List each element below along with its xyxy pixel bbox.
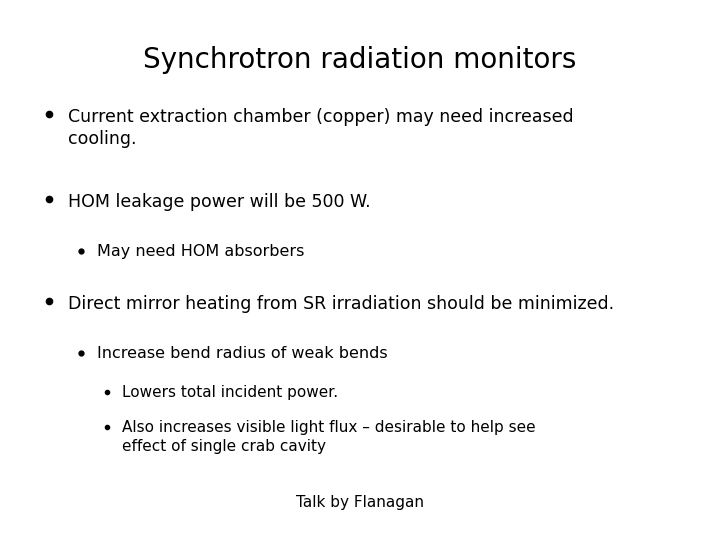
Text: Increase bend radius of weak bends: Increase bend radius of weak bends xyxy=(97,346,388,361)
Text: May need HOM absorbers: May need HOM absorbers xyxy=(97,244,305,259)
Text: Also increases visible light flux – desirable to help see
effect of single crab : Also increases visible light flux – desi… xyxy=(122,420,536,454)
Text: Direct mirror heating from SR irradiation should be minimized.: Direct mirror heating from SR irradiatio… xyxy=(68,295,615,313)
Text: Talk by Flanagan: Talk by Flanagan xyxy=(296,495,424,510)
Text: HOM leakage power will be 500 W.: HOM leakage power will be 500 W. xyxy=(68,193,371,211)
Text: Current extraction chamber (copper) may need increased
cooling.: Current extraction chamber (copper) may … xyxy=(68,108,574,148)
Text: Lowers total incident power.: Lowers total incident power. xyxy=(122,385,338,400)
Text: Synchrotron radiation monitors: Synchrotron radiation monitors xyxy=(143,46,577,74)
